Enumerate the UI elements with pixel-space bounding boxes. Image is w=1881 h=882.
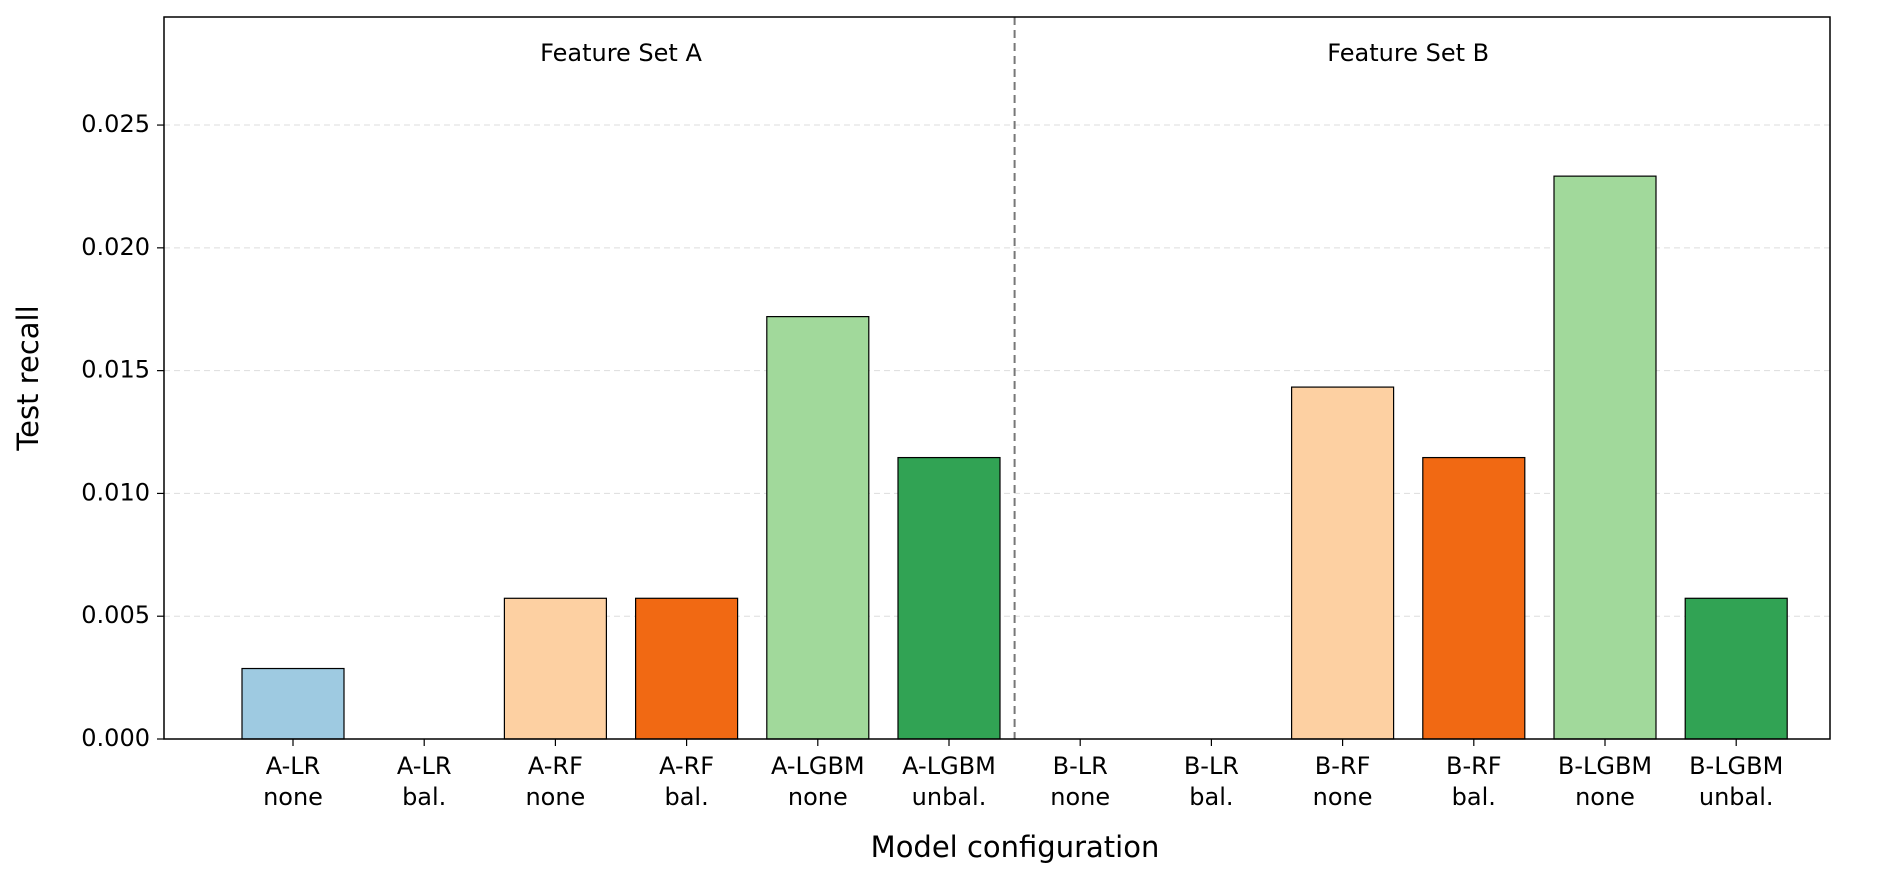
bar: [634, 597, 739, 740]
x-tick-label: none: [525, 783, 585, 811]
x-tick-label: bal.: [664, 783, 708, 811]
x-tick-label: B-LGBM: [1689, 752, 1783, 780]
x-tick-label: none: [788, 783, 848, 811]
y-tick-label: 0.020: [81, 233, 150, 261]
bar: [897, 456, 1001, 740]
bar: [1290, 386, 1395, 740]
x-tick-label: B-LGBM: [1558, 752, 1652, 780]
x-tick-label: A-LR: [266, 752, 321, 780]
x-tick-label: A-RF: [659, 752, 714, 780]
group-label: Feature Set A: [540, 39, 702, 67]
x-tick-label: B-LR: [1184, 752, 1239, 780]
x-tick-label: bal.: [1452, 783, 1496, 811]
x-tick-label: bal.: [1189, 783, 1233, 811]
x-tick-label: B-LR: [1053, 752, 1108, 780]
x-tick-label: unbal.: [912, 783, 987, 811]
x-tick-label: bal.: [402, 783, 446, 811]
x-tick-label: none: [1050, 783, 1110, 811]
group-label: Feature Set B: [1327, 39, 1489, 67]
y-axis-label: Test recall: [11, 305, 45, 451]
x-tick-label: none: [263, 783, 323, 811]
bar: [1684, 597, 1788, 740]
x-tick-label: A-LGBM: [902, 752, 996, 780]
y-tick-label: 0.010: [81, 478, 150, 506]
x-tick-label: unbal.: [1699, 783, 1774, 811]
bar: [241, 667, 345, 740]
bar: [1553, 175, 1657, 740]
bar: [766, 316, 870, 740]
y-tick-label: 0.015: [81, 356, 150, 384]
y-tick-label: 0.005: [81, 601, 150, 629]
x-axis-label: Model configuration: [871, 830, 1160, 864]
x-tick-label: A-RF: [528, 752, 583, 780]
plot-frame: [163, 16, 1831, 740]
x-tick-label: none: [1575, 783, 1635, 811]
y-tick-label: 0.025: [81, 110, 150, 138]
y-tick-label: 0.000: [81, 724, 150, 752]
x-tick-label: A-LGBM: [771, 752, 865, 780]
x-tick-label: B-RF: [1446, 752, 1502, 780]
bar: [503, 597, 607, 740]
bar: [1422, 456, 1526, 740]
x-tick-label: A-LR: [397, 752, 452, 780]
x-tick-label: B-RF: [1315, 752, 1371, 780]
x-tick-label: none: [1313, 783, 1373, 811]
